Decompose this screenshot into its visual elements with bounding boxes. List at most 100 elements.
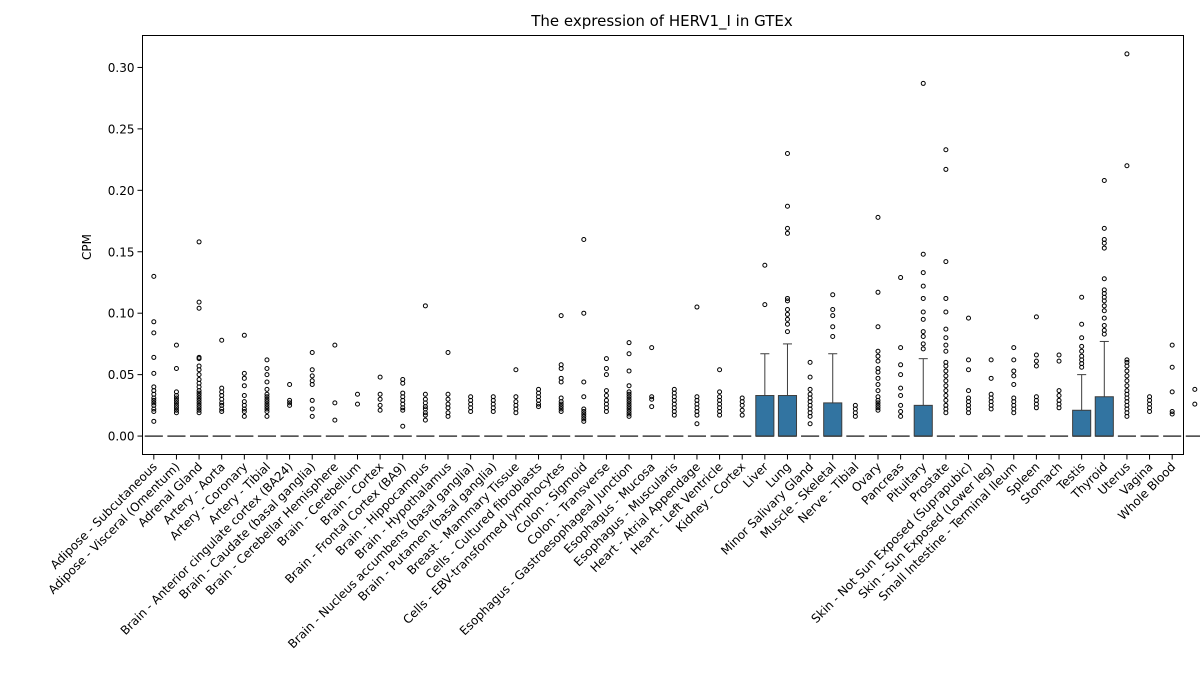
outlier-point [400, 407, 406, 413]
outlier-point [875, 348, 881, 354]
outlier-point [264, 386, 270, 392]
outlier-point [1124, 363, 1130, 369]
box-group [303, 350, 322, 437]
outlier-point [626, 404, 632, 410]
outlier-point [626, 389, 632, 395]
outlier-point [151, 354, 157, 360]
outlier-point [196, 367, 202, 373]
outlier-point [1011, 368, 1017, 374]
outlier-point [1101, 331, 1107, 337]
outlier-point [332, 342, 338, 348]
outlier-point [603, 388, 609, 394]
box-group [982, 357, 1001, 437]
outlier-point [1011, 381, 1017, 387]
box-iqr [913, 404, 933, 437]
outlier-point [377, 374, 383, 380]
outlier-point [784, 203, 790, 209]
outlier-point [1056, 388, 1062, 394]
outlier-point [1033, 358, 1039, 364]
box-group [913, 80, 933, 437]
outlier-point [739, 402, 745, 408]
outlier-point [173, 397, 179, 403]
outlier-point [151, 319, 157, 325]
outlier-point [694, 412, 700, 418]
outlier-point [807, 421, 813, 427]
outlier-point [287, 381, 293, 387]
outlier-point [1033, 363, 1039, 369]
box-group [190, 239, 209, 437]
outlier-point [603, 393, 609, 399]
outlier-point [581, 413, 587, 419]
outlier-point [943, 388, 949, 394]
outlier-point [671, 412, 677, 418]
outlier-point [807, 413, 813, 419]
outlier-point [649, 404, 655, 410]
box-iqr [1094, 396, 1114, 437]
outlier-point [1101, 303, 1107, 309]
box-group [642, 345, 661, 437]
outlier-point [784, 321, 790, 327]
box-group [710, 367, 729, 437]
outlier-point [196, 356, 202, 362]
outlier-point [1169, 342, 1175, 348]
box-group [167, 342, 186, 437]
box-group [936, 147, 955, 437]
outlier-point [513, 410, 519, 416]
outlier-point [196, 407, 202, 413]
outlier-point [1056, 358, 1062, 364]
outlier-point [784, 307, 790, 313]
outlier-point [581, 418, 587, 424]
outlier-point [807, 386, 813, 392]
outlier-point [943, 348, 949, 354]
outlier-point [241, 332, 247, 338]
box-group [755, 262, 775, 437]
outlier-point [196, 393, 202, 399]
outlier-point [920, 251, 926, 257]
outlier-point [196, 390, 202, 396]
outlier-point [898, 413, 904, 419]
outlier-point [988, 375, 994, 381]
outlier-point [309, 367, 315, 373]
outlier-point [943, 259, 949, 265]
box-group [733, 395, 752, 437]
outlier-point [377, 396, 383, 402]
outlier-point [830, 324, 836, 330]
outlier-point [943, 363, 949, 369]
x-tick-label: Liver [740, 460, 771, 491]
outlier-point [920, 309, 926, 315]
y-tick-label: 0.30 [108, 61, 135, 75]
outlier-point [377, 407, 383, 413]
outlier-point [581, 411, 587, 417]
outlier-point [626, 340, 632, 346]
outlier-point [196, 395, 202, 401]
y-tick-label: 0.10 [108, 307, 135, 321]
box-group [212, 337, 231, 437]
box-group [1094, 177, 1114, 437]
outlier-point [807, 359, 813, 365]
outlier-point [581, 236, 587, 242]
box-group [1027, 314, 1046, 437]
outlier-point [264, 413, 270, 419]
outlier-point [1124, 163, 1130, 169]
outlier-point [581, 310, 587, 316]
box-group [1072, 294, 1092, 437]
y-tick-label: 0.05 [108, 368, 135, 382]
outlier-point [264, 396, 270, 402]
y-axis-label: CPM [80, 234, 94, 260]
box-group [506, 367, 525, 437]
outlier-point [219, 337, 225, 343]
outlier-point [626, 383, 632, 389]
outlier-point [309, 373, 315, 379]
outlier-point [264, 394, 270, 400]
outlier-point [558, 406, 564, 412]
outlier-point [264, 399, 270, 405]
outlier-point [1169, 389, 1175, 395]
outlier-point [151, 395, 157, 401]
box-group [687, 304, 706, 437]
outlier-point [173, 402, 179, 408]
outlier-point [400, 423, 406, 429]
outlier-point [196, 299, 202, 305]
outlier-point [513, 367, 519, 373]
outlier-point [603, 356, 609, 362]
